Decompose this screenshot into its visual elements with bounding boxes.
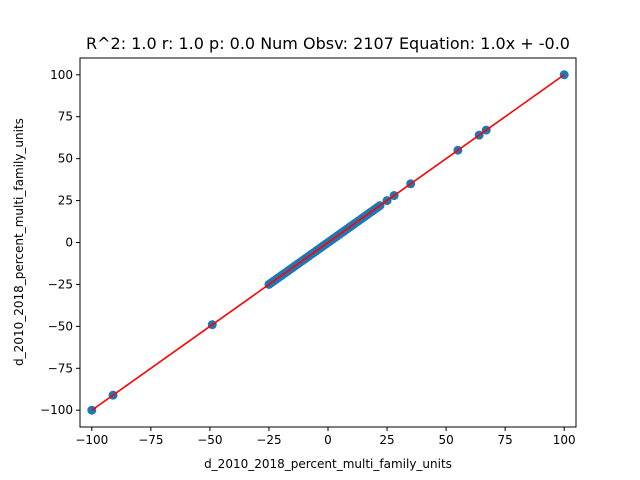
fit-line-group <box>91 74 565 411</box>
y-tick-label: −100 <box>40 403 73 417</box>
y-tick-label: −25 <box>48 277 73 291</box>
x-tick-label: 100 <box>553 433 576 447</box>
x-tick-label: −50 <box>197 433 222 447</box>
x-tick-label: 25 <box>379 433 394 447</box>
axis-ticks: −100 −75 −50 −25 0 25 50 75 100 −100 −75 −50 −25 0 25 5… <box>40 68 576 447</box>
x-tick-label: −25 <box>256 433 281 447</box>
x-tick-label: 0 <box>324 433 332 447</box>
x-tick-label: −100 <box>75 433 108 447</box>
fit-line <box>91 74 565 411</box>
y-tick-label: −75 <box>48 361 73 375</box>
x-tick-label: 75 <box>498 433 513 447</box>
y-tick-label: 50 <box>58 152 73 166</box>
x-tick-label: 50 <box>438 433 453 447</box>
chart-title: R^2: 1.0 r: 1.0 p: 0.0 Num Obsv: 2107 Eq… <box>86 34 570 53</box>
y-tick-label: 75 <box>58 110 73 124</box>
y-tick-label: 25 <box>58 194 73 208</box>
x-axis-label: d_2010_2018_percent_multi_family_units <box>204 457 452 471</box>
y-tick-label: −50 <box>48 319 73 333</box>
y-axis-label: d_2010_2018_percent_multi_family_units <box>12 118 26 366</box>
y-tick-label: 0 <box>65 236 73 250</box>
y-tick-label: 100 <box>50 68 73 82</box>
x-tick-label: −75 <box>138 433 163 447</box>
